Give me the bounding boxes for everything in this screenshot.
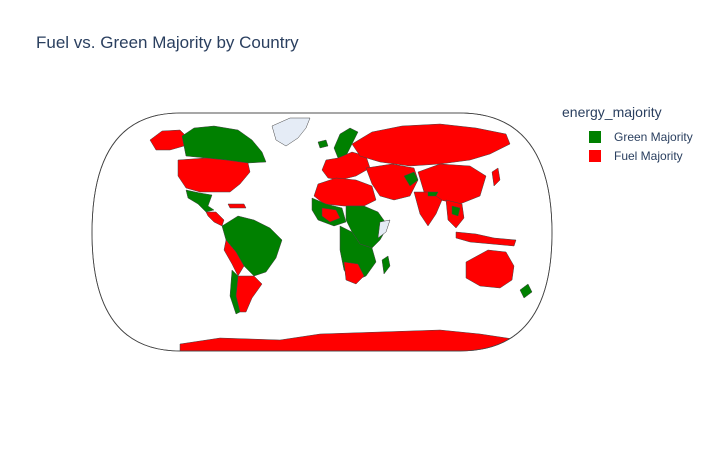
region-antarctica[interactable] (179, 329, 552, 351)
legend-label: Fuel Majority (614, 148, 683, 163)
region-new-zealand[interactable] (519, 283, 533, 299)
region-russia[interactable] (351, 123, 511, 167)
region-indonesia[interactable] (455, 231, 517, 247)
legend-swatch-red (589, 149, 601, 162)
region-iceland[interactable] (317, 139, 329, 149)
region-sahel-red[interactable] (321, 207, 341, 223)
globe-border (91, 112, 553, 352)
region-greenland[interactable] (271, 117, 311, 147)
region-usa[interactable] (177, 157, 251, 193)
region-somalia[interactable] (377, 219, 391, 239)
legend-title: energy_majority (562, 104, 662, 120)
legend-label: Green Majority (614, 129, 693, 144)
region-canada[interactable] (181, 125, 267, 164)
region-north-africa[interactable] (313, 177, 377, 207)
chart-title: Fuel vs. Green Majority by Country (36, 33, 299, 52)
legend-item-green-majority[interactable]: Green Majority (562, 127, 693, 146)
region-japan[interactable] (491, 167, 501, 187)
region-chile[interactable] (229, 269, 241, 315)
legend-item-fuel-majority[interactable]: Fuel Majority (562, 146, 693, 165)
region-nepal[interactable] (427, 191, 439, 197)
region-caribbean[interactable] (227, 203, 247, 209)
region-laos[interactable] (451, 205, 461, 217)
region-east-africa[interactable] (345, 205, 389, 249)
legend-swatch-green (589, 130, 601, 143)
region-mexico[interactable] (185, 189, 215, 213)
legend: energy_majority Green Majority Fuel Majo… (562, 104, 693, 165)
region-southern-africa[interactable] (343, 261, 365, 285)
region-australia[interactable] (465, 249, 515, 289)
region-middle-east-central-asia[interactable] (365, 163, 419, 201)
region-tajikistan[interactable] (403, 171, 419, 187)
region-europe[interactable] (321, 151, 371, 181)
region-madagascar[interactable] (381, 255, 391, 275)
